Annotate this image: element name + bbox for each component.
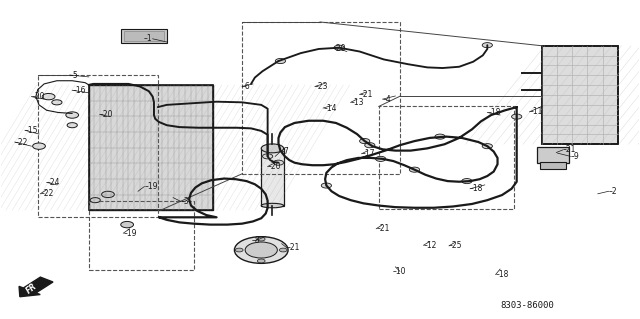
Circle shape (234, 237, 288, 263)
Bar (124, 31, 164, 41)
Circle shape (257, 259, 265, 263)
Circle shape (321, 183, 332, 188)
Text: –24: –24 (47, 178, 60, 187)
Circle shape (280, 248, 287, 252)
Text: –22: –22 (15, 137, 28, 146)
Circle shape (376, 156, 386, 161)
Text: –19: –19 (124, 229, 137, 238)
Text: –20: –20 (100, 110, 113, 119)
Bar (89, 85, 213, 210)
Text: –8: –8 (252, 236, 260, 245)
Text: –9: –9 (570, 152, 579, 161)
Text: –7: –7 (280, 147, 289, 156)
Circle shape (236, 248, 243, 252)
Ellipse shape (261, 203, 284, 208)
Circle shape (462, 179, 472, 184)
Text: –20: –20 (268, 162, 281, 171)
Text: –15: –15 (25, 126, 38, 135)
Text: –21: –21 (360, 90, 373, 99)
Text: –11: –11 (529, 108, 543, 116)
Bar (540, 162, 566, 169)
Text: –20: –20 (332, 44, 346, 54)
Text: FR: FR (25, 282, 39, 296)
Text: –17: –17 (362, 149, 375, 158)
Text: –25: –25 (449, 241, 463, 250)
Text: –4: –4 (383, 95, 391, 104)
Circle shape (102, 191, 115, 197)
Bar (38, 75, 158, 217)
Text: –23: –23 (315, 82, 328, 91)
Text: –12: –12 (424, 241, 437, 250)
Text: –18: –18 (470, 184, 483, 193)
Text: –6: –6 (242, 82, 251, 91)
Bar (379, 107, 514, 209)
Text: –13: –13 (351, 98, 364, 107)
Circle shape (482, 144, 492, 149)
Text: –5: –5 (70, 70, 79, 79)
Text: –19: –19 (145, 182, 158, 191)
Circle shape (262, 154, 273, 159)
Circle shape (273, 160, 284, 165)
Circle shape (334, 45, 344, 50)
Text: –21: –21 (376, 224, 390, 233)
Text: –14: –14 (323, 104, 337, 113)
Circle shape (435, 134, 445, 139)
Text: –3: –3 (180, 197, 189, 206)
Circle shape (360, 138, 370, 144)
Text: –22: –22 (40, 189, 54, 198)
Text: –18: –18 (487, 108, 500, 117)
Text: –20: –20 (31, 92, 45, 101)
Text: –18: –18 (495, 270, 509, 279)
Circle shape (66, 112, 79, 118)
Text: –1: –1 (143, 34, 152, 43)
Circle shape (245, 242, 277, 258)
Text: –21: –21 (287, 243, 300, 252)
Bar (542, 46, 618, 144)
Circle shape (257, 237, 265, 241)
Bar (537, 147, 569, 163)
Text: 8303-86000: 8303-86000 (500, 301, 554, 310)
Circle shape (511, 114, 522, 119)
Circle shape (410, 167, 420, 172)
Bar (89, 85, 213, 210)
Circle shape (33, 143, 45, 149)
Circle shape (67, 123, 77, 128)
Text: –2: –2 (609, 187, 617, 196)
Bar (542, 46, 618, 144)
Ellipse shape (261, 144, 284, 153)
Text: –21: –21 (563, 145, 576, 154)
Circle shape (42, 93, 55, 100)
Circle shape (52, 100, 62, 105)
Circle shape (482, 43, 492, 48)
Circle shape (275, 58, 285, 63)
Text: –16: –16 (72, 86, 86, 95)
Bar (261, 148, 284, 205)
FancyArrow shape (19, 277, 53, 297)
Circle shape (90, 197, 100, 203)
Bar (89, 201, 194, 270)
Circle shape (365, 143, 375, 148)
Text: –10: –10 (393, 267, 406, 276)
Bar (121, 29, 167, 43)
Circle shape (121, 221, 134, 228)
Bar (242, 22, 401, 174)
